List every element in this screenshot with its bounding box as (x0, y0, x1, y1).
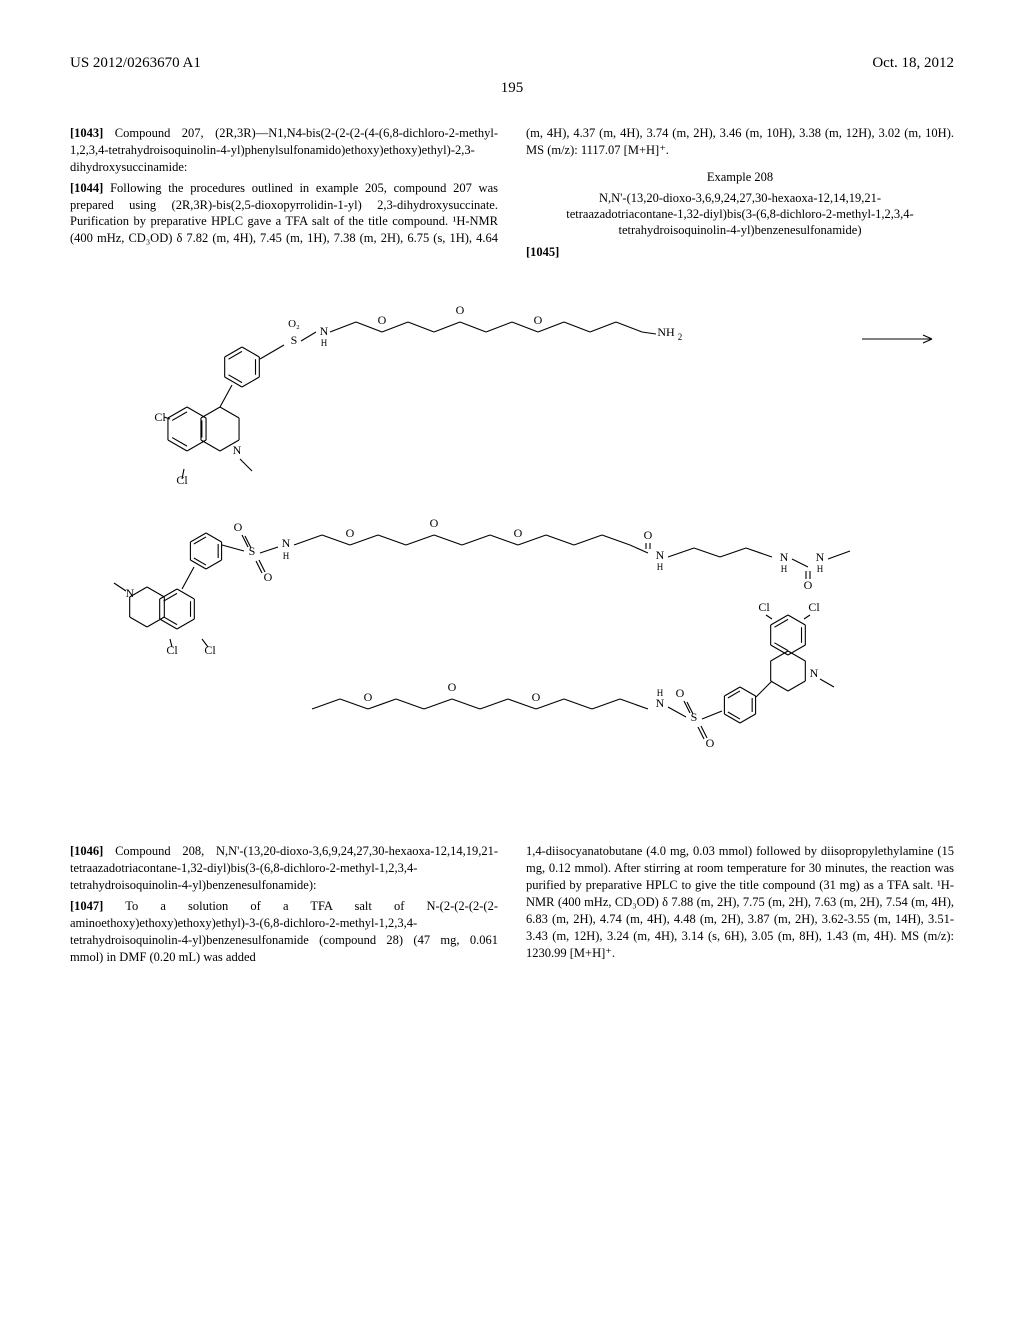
svg-text:O: O (378, 313, 387, 327)
svg-text:O: O (706, 736, 715, 750)
para-1045: [1045] (526, 244, 954, 261)
svg-text:N: N (233, 443, 242, 457)
svg-text:H: H (657, 688, 664, 698)
svg-text:NH: NH (657, 325, 675, 339)
compound-name: N,N'-(13,20-dioxo-3,6,9,24,27,30-hexaoxa… (560, 190, 920, 239)
para-text: To a solution of a TFA salt of N-(2-(2-(… (70, 899, 498, 964)
svg-text:H: H (781, 564, 788, 574)
svg-text:N: N (320, 324, 329, 338)
para-1047b: 1,4-diisocyanatobutane (4.0 mg, 0.03 mmo… (526, 843, 954, 961)
svg-text:O: O (346, 526, 355, 540)
svg-text:S: S (291, 333, 298, 347)
svg-text:H: H (817, 564, 824, 574)
svg-text:O₂: O₂ (288, 318, 300, 330)
page-header: US 2012/0263670 A1 Oct. 18, 2012 (70, 55, 954, 72)
svg-text:O: O (456, 303, 465, 317)
svg-text:N: N (126, 586, 135, 600)
svg-text:O: O (234, 520, 243, 534)
para-num: [1043] (70, 126, 103, 140)
svg-text:O: O (364, 690, 373, 704)
svg-text:N: N (656, 548, 665, 562)
svg-text:O: O (644, 528, 653, 542)
patent-id: US 2012/0263670 A1 (70, 55, 201, 72)
svg-text:O: O (532, 690, 541, 704)
svg-text:O: O (264, 570, 273, 584)
para-num: [1047] (70, 899, 103, 913)
para-text: Compound 208, N,N'-(13,20-dioxo-3,6,9,24… (70, 844, 498, 892)
svg-text:O: O (430, 516, 439, 530)
para-1046: [1046] Compound 208, N,N'-(13,20-dioxo-3… (70, 843, 498, 894)
pub-date: Oct. 18, 2012 (872, 55, 954, 72)
svg-text:Cl: Cl (166, 643, 178, 657)
svg-text:2: 2 (678, 332, 683, 342)
svg-text:N: N (810, 666, 819, 680)
page-number: 195 (70, 80, 954, 97)
chem-diagram-svg: NClClO₂SNHOOONH2NClClSOONHOOOONHNHNHOOOO… (72, 269, 952, 829)
svg-text:O: O (676, 686, 685, 700)
svg-text:H: H (657, 562, 664, 572)
svg-text:Cl: Cl (758, 600, 770, 614)
para-num: [1046] (70, 844, 103, 858)
para-1043: [1043] Compound 207, (2R,3R)—N1,N4-bis(2… (70, 125, 498, 176)
svg-text:H: H (283, 551, 290, 561)
svg-text:N: N (656, 696, 665, 710)
para-text: Compound 207, (2R,3R)—N1,N4-bis(2-(2-(2-… (70, 126, 498, 174)
example-heading: Example 208 (526, 169, 954, 186)
svg-text:O: O (448, 680, 457, 694)
svg-text:N: N (282, 536, 291, 550)
para-num: [1044] (70, 181, 103, 195)
svg-text:Cl: Cl (808, 600, 820, 614)
svg-text:N: N (816, 550, 825, 564)
svg-text:N: N (780, 550, 789, 564)
upper-text-columns: [1043] Compound 207, (2R,3R)—N1,N4-bis(2… (70, 125, 954, 261)
lower-text-columns: [1046] Compound 208, N,N'-(13,20-dioxo-3… (70, 843, 954, 969)
svg-text:O: O (514, 526, 523, 540)
svg-text:H: H (321, 338, 328, 348)
svg-text:O: O (804, 578, 813, 592)
para-text: 1,4-diisocyanatobutane (4.0 mg, 0.03 mmo… (526, 844, 954, 959)
svg-text:O: O (534, 313, 543, 327)
para-1047a: [1047] To a solution of a TFA salt of N-… (70, 898, 498, 966)
para-num: [1045] (526, 245, 559, 259)
chemical-structures: NClClO₂SNHOOONH2NClClSOONHOOOONHNHNHOOOO… (70, 269, 954, 829)
